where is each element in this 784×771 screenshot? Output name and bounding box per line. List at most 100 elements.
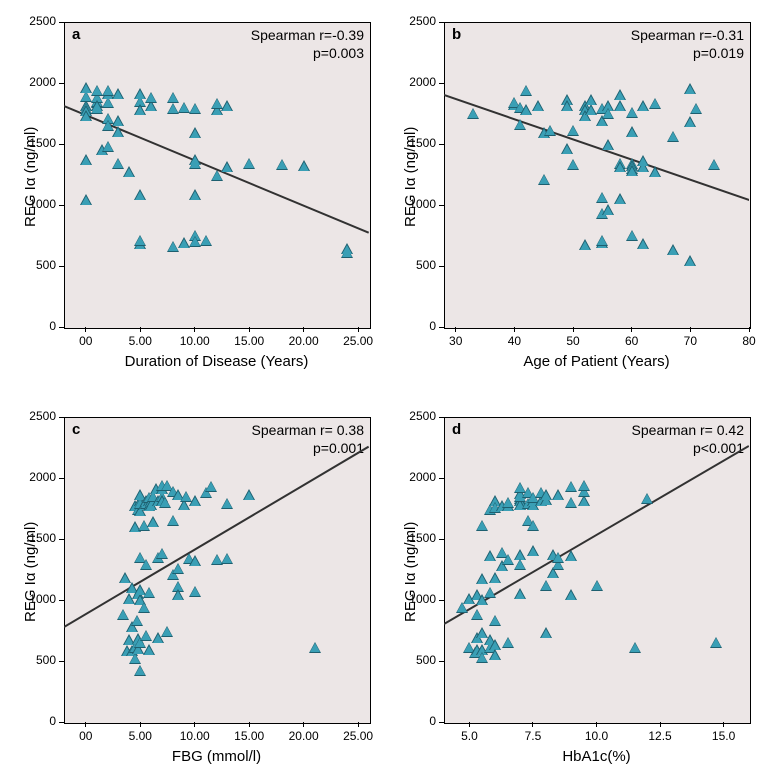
data-marker [641,493,653,504]
data-marker [578,495,590,506]
x-tick-label: 5.00 [122,729,158,743]
data-marker [585,94,597,105]
data-marker [626,126,638,137]
marker-layer [64,22,369,327]
x-tick [194,722,195,727]
data-marker [565,589,577,600]
data-marker [514,119,526,130]
y-axis-label: REG Iα (ng/ml) [22,521,39,621]
data-marker [140,559,152,570]
data-marker [626,165,638,176]
data-marker [189,127,201,138]
x-tick-label: 7.5 [515,729,551,743]
x-tick [596,722,597,727]
y-tick-label: 2000 [29,470,56,484]
data-marker [614,89,626,100]
y-tick-label: 0 [429,714,436,728]
x-tick [723,722,724,727]
x-tick [660,722,661,727]
data-marker [467,108,479,119]
data-marker [147,516,159,527]
data-marker [298,160,310,171]
data-marker [596,192,608,203]
data-marker [561,100,573,111]
data-marker [159,497,171,508]
data-marker [112,126,124,137]
data-marker [140,630,152,641]
x-tick [358,327,359,332]
x-tick [140,327,141,332]
data-marker [565,550,577,561]
data-marker [112,115,124,126]
x-tick-label: 10.00 [177,729,213,743]
data-marker [309,642,321,653]
x-tick [532,722,533,727]
data-marker [143,587,155,598]
x-tick-label: 80 [731,334,767,348]
x-tick-label: 70 [672,334,708,348]
y-tick-label: 2500 [409,409,436,423]
data-marker [649,98,661,109]
y-tick-label: 2000 [29,75,56,89]
data-marker [567,159,579,170]
x-tick-label: 15.0 [706,729,742,743]
data-marker [684,116,696,127]
data-marker [710,637,722,648]
x-tick-label: 20.00 [286,729,322,743]
x-tick-label: 60 [614,334,650,348]
data-marker [614,193,626,204]
data-marker [565,497,577,508]
data-marker [189,189,201,200]
x-tick [85,722,86,727]
data-marker [684,255,696,266]
x-tick-label: 5.00 [122,334,158,348]
x-axis-label: Duration of Disease (Years) [107,353,327,370]
x-tick-label: 30 [438,334,474,348]
x-tick-label: 12.5 [642,729,678,743]
marker-layer [444,417,749,722]
data-marker [544,125,556,136]
data-marker [138,602,150,613]
x-tick-label: 00 [68,729,104,743]
data-marker [489,615,501,626]
x-tick [303,722,304,727]
data-marker [145,92,157,103]
x-tick-label: 25.00 [340,729,376,743]
data-marker [102,141,114,152]
data-marker [143,644,155,655]
data-marker [626,107,638,118]
data-marker [205,481,217,492]
data-marker [684,83,696,94]
y-tick-label: 500 [416,653,436,667]
x-tick-label: 15.00 [231,334,267,348]
data-marker [484,587,496,598]
x-axis-label: FBG (mmol/l) [107,748,327,765]
data-marker [567,125,579,136]
x-tick [303,327,304,332]
data-marker [591,580,603,591]
data-marker [189,103,201,114]
y-tick-label: 2500 [409,14,436,28]
y-tick-label: 0 [49,714,56,728]
data-marker [532,100,544,111]
data-marker [626,230,638,241]
data-marker [189,154,201,165]
data-marker [129,653,141,664]
data-marker [172,563,184,574]
data-marker [637,238,649,249]
data-marker [189,586,201,597]
y-tick-label: 500 [36,258,56,272]
data-marker [489,649,501,660]
x-tick-label: 40 [496,334,532,348]
data-marker [667,131,679,142]
data-marker [80,154,92,165]
x-tick [690,327,691,332]
x-axis-label: HbA1c(%) [487,748,707,765]
data-marker [221,161,233,172]
data-marker [514,588,526,599]
data-marker [540,489,552,500]
data-marker [134,189,146,200]
x-tick-label: 20.00 [286,334,322,348]
data-marker [520,85,532,96]
data-marker [649,166,661,177]
